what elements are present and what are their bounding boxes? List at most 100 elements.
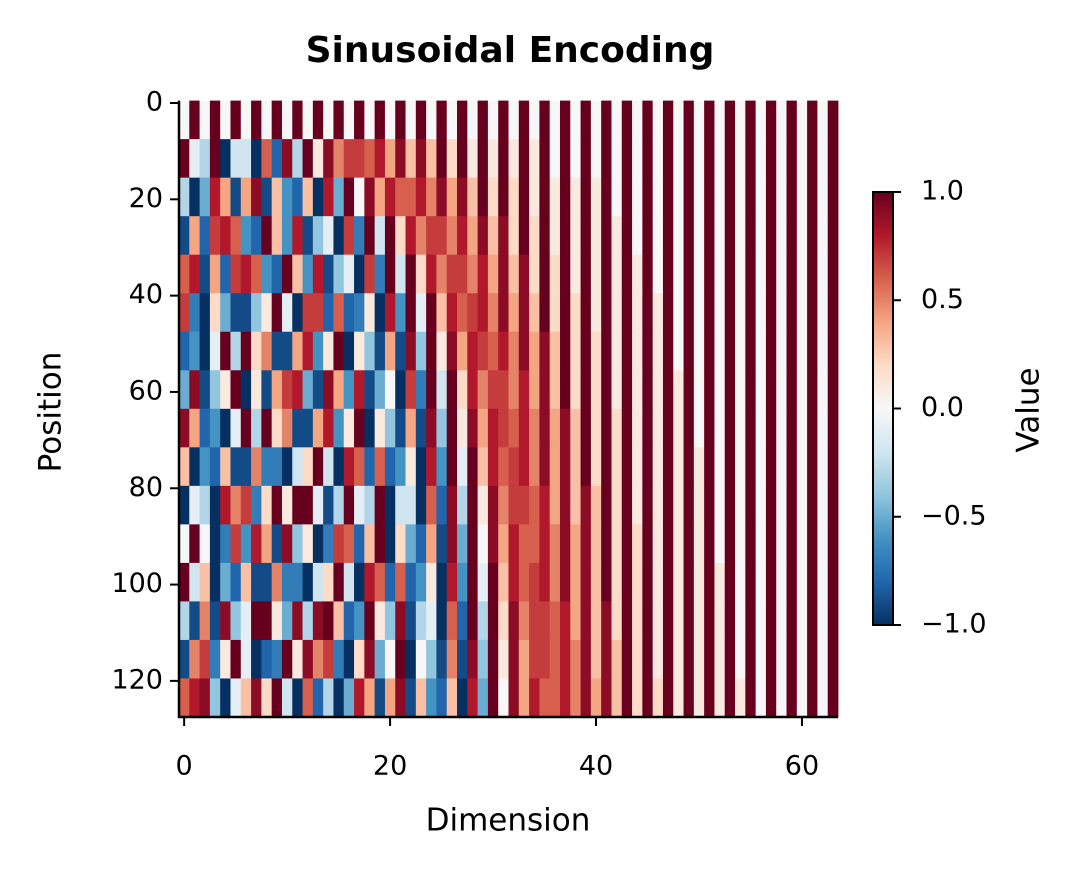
- heatmap-cell: [374, 678, 386, 718]
- heatmap-cell: [529, 524, 540, 564]
- heatmap-cell: [724, 139, 736, 179]
- heatmap-cell: [529, 485, 540, 525]
- heatmap-cell: [281, 678, 293, 718]
- heatmap-cell: [477, 562, 489, 602]
- colorbar-tick-label: −0.5: [921, 500, 987, 531]
- colorbar-label: Value: [1011, 367, 1047, 452]
- heatmap-cell: [621, 601, 633, 641]
- heatmap-cell: [220, 524, 231, 564]
- heatmap-cell: [457, 100, 468, 140]
- heatmap-cell: [281, 524, 293, 564]
- heatmap-cell: [240, 447, 252, 487]
- heatmap-cell: [333, 331, 345, 371]
- heatmap-cell: [590, 524, 602, 564]
- heatmap-cell: [220, 139, 231, 179]
- heatmap-cell: [508, 447, 520, 487]
- heatmap-cell: [807, 370, 818, 410]
- heatmap-cell: [807, 524, 818, 564]
- heatmap-cell: [601, 331, 612, 371]
- heatmap-cell: [230, 331, 242, 371]
- heatmap-cell: [374, 331, 386, 371]
- heatmap-cell: [652, 524, 664, 564]
- heatmap-cell: [580, 678, 592, 718]
- heatmap-cell: [405, 678, 417, 718]
- heatmap-cell: [745, 100, 757, 140]
- heatmap-cell: [529, 562, 540, 602]
- heatmap-cell: [498, 177, 509, 217]
- heatmap-cell: [261, 601, 273, 641]
- heatmap-cell: [662, 408, 674, 448]
- heatmap-cell: [765, 524, 777, 564]
- heatmap-cell: [539, 408, 551, 448]
- heatmap-cell: [199, 331, 211, 371]
- heatmap-cell: [333, 639, 345, 679]
- heatmap-cell: [796, 100, 808, 140]
- heatmap-cell: [662, 216, 674, 256]
- heatmap-cell: [817, 447, 829, 487]
- heatmap-cell: [312, 562, 324, 602]
- heatmap-cell: [302, 601, 314, 641]
- heatmap-cell: [220, 177, 231, 217]
- heatmap-cell: [549, 331, 561, 371]
- heatmap-cell: [652, 408, 664, 448]
- heatmap-cell: [693, 485, 705, 525]
- heatmap-cell: [446, 485, 458, 525]
- heatmap-cell: [817, 216, 829, 256]
- heatmap-cell: [240, 562, 252, 602]
- heatmap-cell: [199, 100, 211, 140]
- heatmap-cell: [590, 447, 602, 487]
- heatmap-cell: [477, 100, 489, 140]
- heatmap-cell: [467, 485, 479, 525]
- heatmap-cell: [590, 639, 602, 679]
- heatmap-cell: [570, 678, 581, 718]
- heatmap-cell: [704, 254, 715, 294]
- heatmap-cell: [652, 485, 664, 525]
- heatmap-cell: [745, 216, 757, 256]
- heatmap-cell: [374, 447, 386, 487]
- heatmap-cell: [539, 177, 551, 217]
- heatmap-cell: [261, 678, 273, 718]
- heatmap-cell: [776, 524, 787, 564]
- heatmap-cell: [549, 408, 561, 448]
- heatmap-cell: [240, 100, 252, 140]
- heatmap-cell: [395, 177, 406, 217]
- heatmap-cell: [693, 331, 705, 371]
- heatmap-cell: [642, 331, 654, 371]
- heatmap-cell: [354, 216, 365, 256]
- heatmap-cells: [179, 100, 839, 718]
- heatmap-cell: [662, 524, 674, 564]
- heatmap-cell: [518, 524, 530, 564]
- heatmap-cell: [271, 447, 283, 487]
- heatmap-cell: [796, 293, 808, 333]
- heatmap-cell: [220, 100, 231, 140]
- heatmap-cell: [281, 177, 293, 217]
- heatmap-cell: [415, 254, 427, 294]
- heatmap-cell: [354, 254, 365, 294]
- heatmap-cell: [611, 100, 623, 140]
- heatmap-cell: [333, 370, 345, 410]
- heatmap-cell: [189, 408, 200, 448]
- heatmap-cell: [405, 177, 417, 217]
- heatmap-cell: [662, 293, 674, 333]
- heatmap-cell: [817, 524, 829, 564]
- heatmap-cell: [354, 408, 365, 448]
- heatmap-cell: [559, 254, 571, 294]
- heatmap-cell: [662, 562, 674, 602]
- heatmap-cell: [364, 447, 376, 487]
- heatmap-cell: [683, 639, 695, 679]
- heatmap-cell: [312, 216, 324, 256]
- heatmap-cell: [529, 293, 540, 333]
- heatmap-cell: [796, 177, 808, 217]
- heatmap-cell: [765, 216, 777, 256]
- heatmap-cell: [281, 601, 293, 641]
- heatmap-cell: [559, 601, 571, 641]
- heatmap-cell: [662, 139, 674, 179]
- heatmap-cell: [693, 447, 705, 487]
- heatmap-cell: [796, 678, 808, 718]
- heatmap-cell: [209, 562, 221, 602]
- heatmap-cell: [240, 639, 252, 679]
- heatmap-cell: [683, 408, 695, 448]
- heatmap-cell: [508, 562, 520, 602]
- heatmap-cell: [724, 408, 736, 448]
- colorbar: [872, 191, 894, 626]
